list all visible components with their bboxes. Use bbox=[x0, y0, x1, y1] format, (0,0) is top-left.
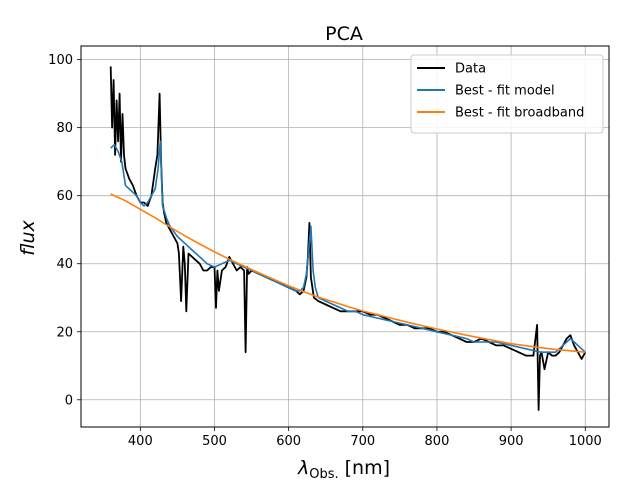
legend-label: Best - fit model bbox=[455, 84, 555, 99]
chart-title: PCA bbox=[325, 23, 363, 45]
y-tick-label: 100 bbox=[48, 53, 73, 68]
x-tick-label: 900 bbox=[499, 434, 524, 449]
y-tick-label: 40 bbox=[56, 257, 73, 272]
series-layer bbox=[109, 66, 587, 411]
x-tick-label: 600 bbox=[276, 434, 301, 449]
y-tick-label: 60 bbox=[56, 189, 73, 204]
legend-box bbox=[410, 54, 604, 134]
legend: Data Best - fit model Best - fit broadband bbox=[410, 54, 604, 134]
series-line-best-fit-broadband bbox=[110, 193, 586, 353]
y-tick-label: 20 bbox=[56, 325, 73, 340]
x-tick-label: 400 bbox=[128, 434, 153, 449]
x-tick-label: 1000 bbox=[569, 434, 602, 449]
legend-label: Best - fit broadband bbox=[455, 106, 584, 121]
y-tick-label: 0 bbox=[65, 393, 73, 408]
plot-frame bbox=[80, 45, 610, 428]
x-tick-label: 700 bbox=[350, 434, 375, 449]
x-axis-label-symbol: λ bbox=[297, 457, 309, 479]
x-tick-label: 500 bbox=[202, 434, 227, 449]
series-line-best-fit-model bbox=[110, 140, 586, 354]
x-axis-label: λObs. [nm] bbox=[297, 457, 390, 480]
x-axis-label-subscript: Obs. bbox=[309, 467, 338, 480]
legend-label: Data bbox=[455, 62, 486, 77]
x-tick-label: 800 bbox=[425, 434, 450, 449]
y-tick-label: 80 bbox=[56, 121, 73, 136]
y-axis-label: flux bbox=[17, 219, 39, 255]
ticks: 400 500 600 700 800 900 1000 0 20 40 60 80 100 bbox=[48, 53, 602, 449]
x-axis-label-unit: [nm] bbox=[345, 457, 390, 479]
